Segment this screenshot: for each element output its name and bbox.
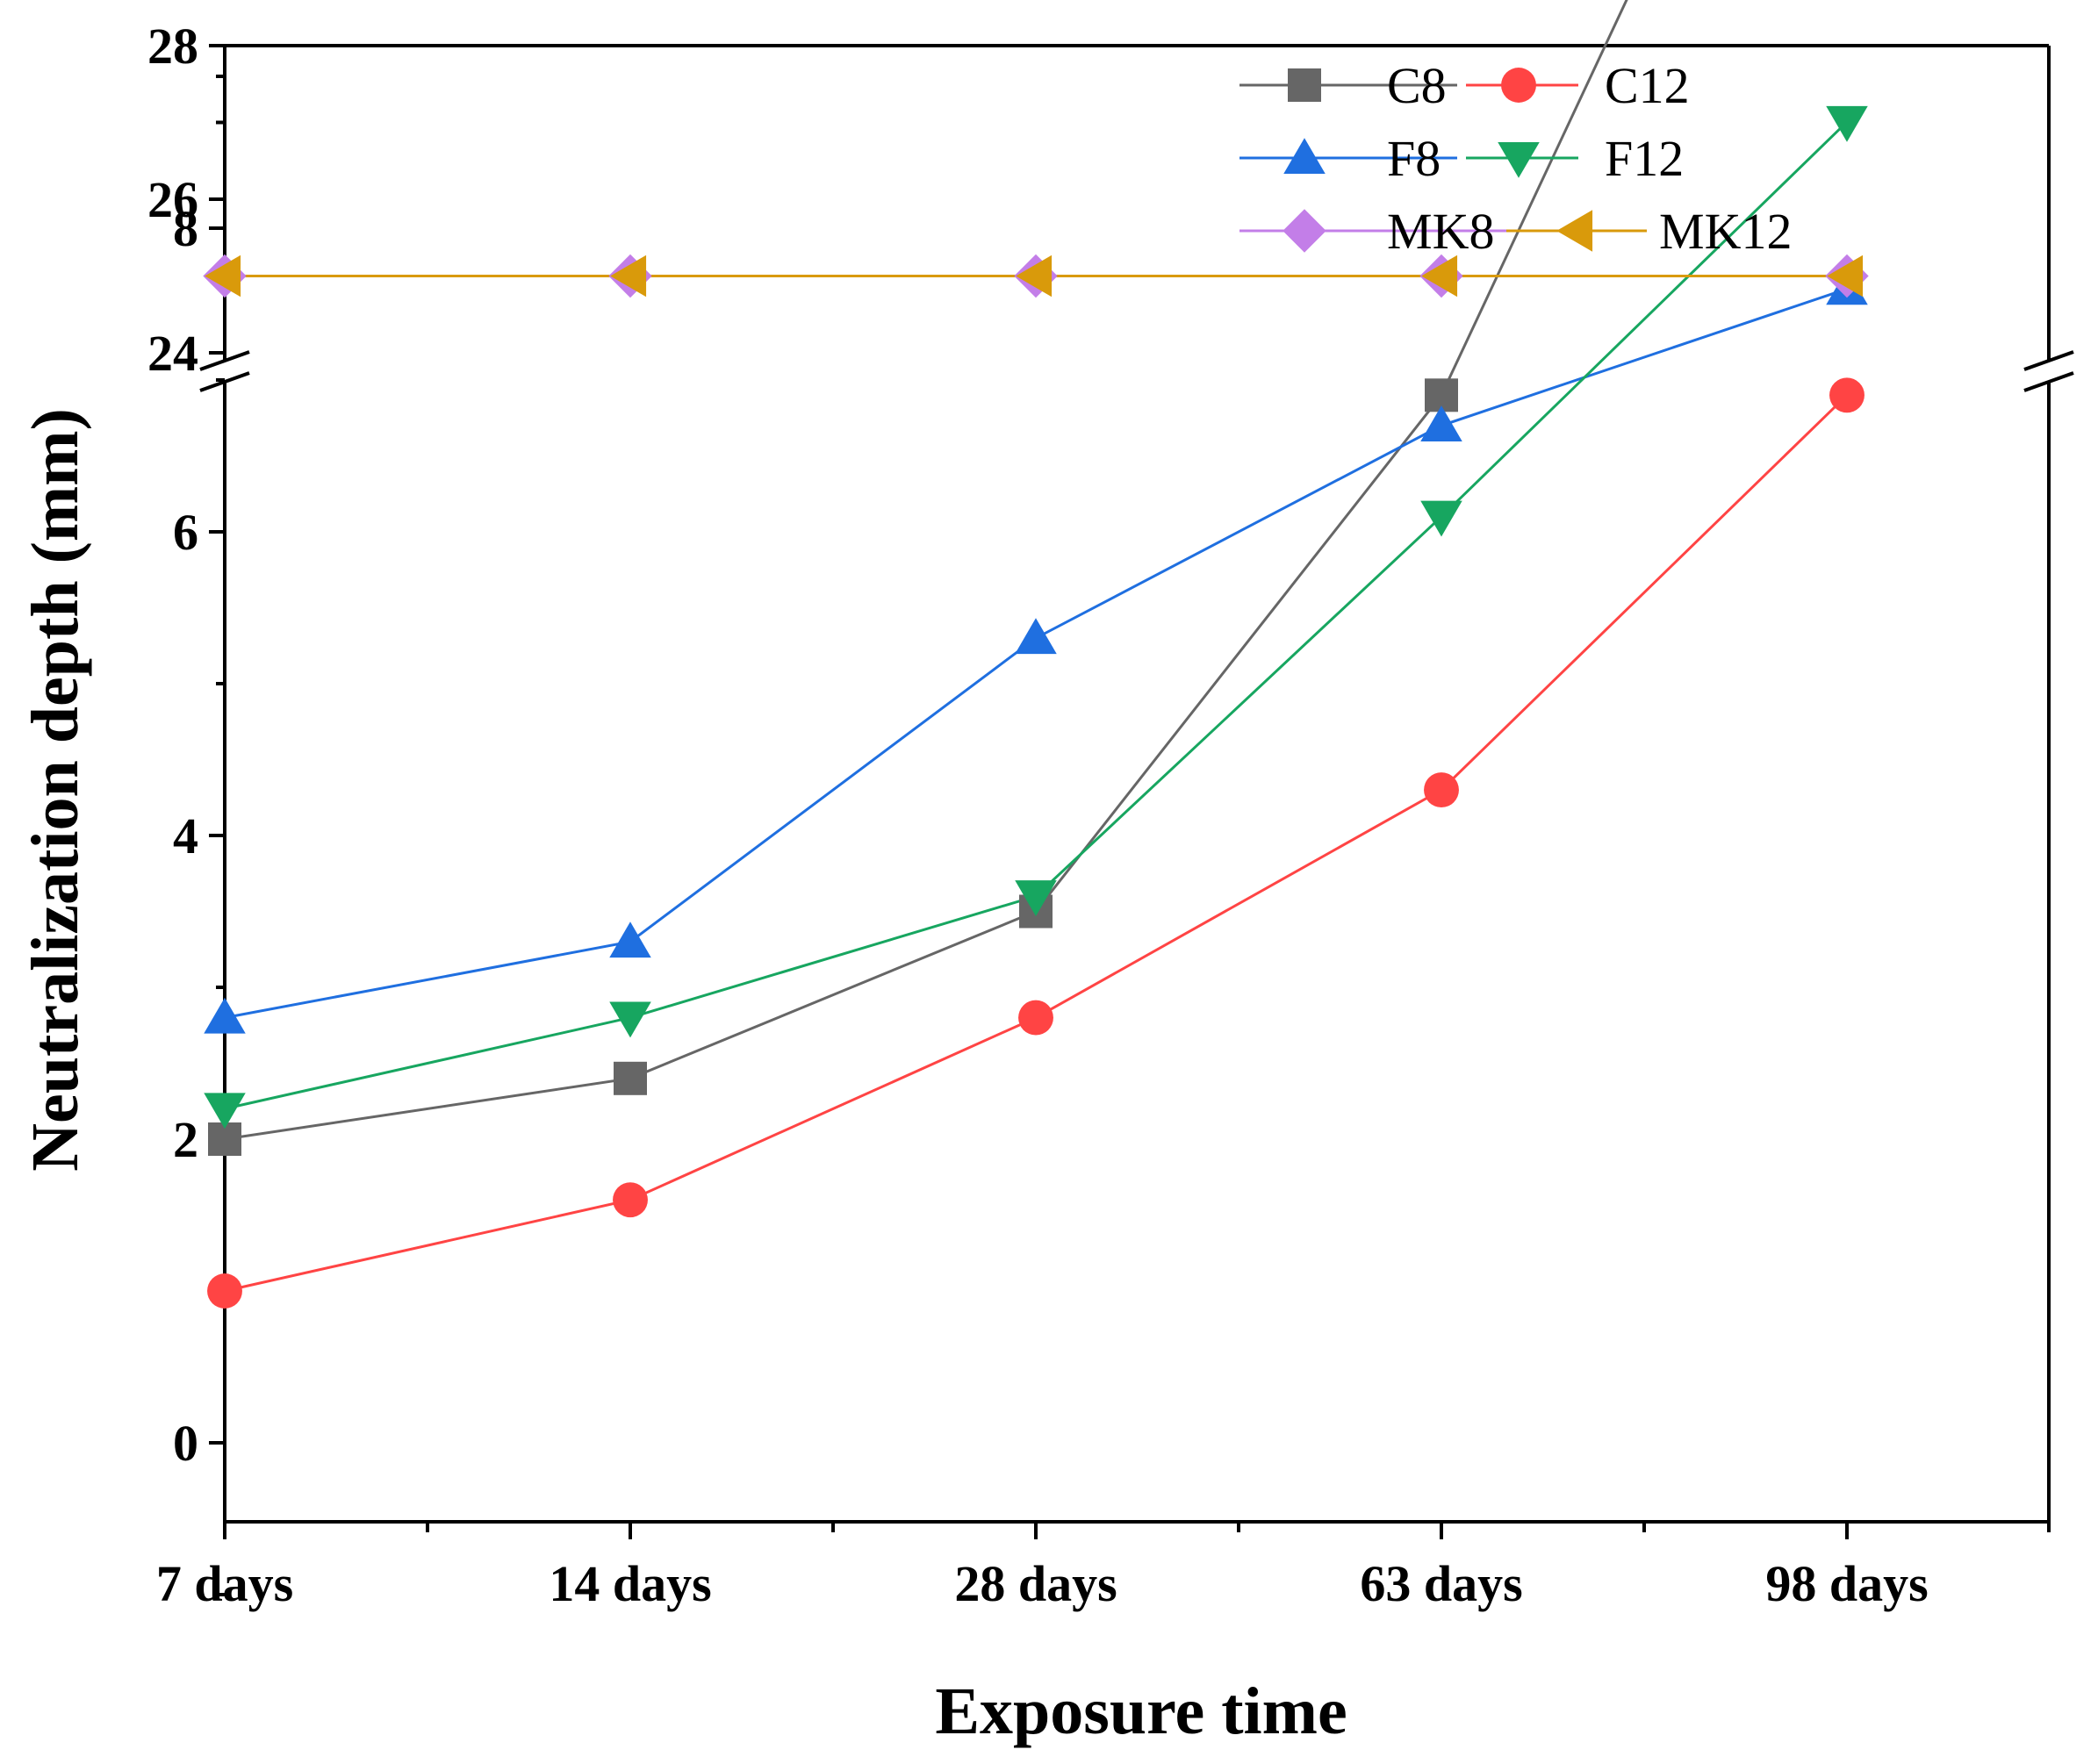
data-point-f8-2	[1015, 618, 1057, 655]
data-point-mk12-3	[1421, 255, 1458, 298]
y-tick-label-0: 0	[173, 1415, 198, 1472]
legend-marker-c12	[1501, 68, 1536, 103]
data-point-c12-1	[613, 1182, 648, 1218]
right-break-mark-1	[2023, 371, 2074, 392]
data-point-f8-1	[609, 921, 651, 958]
x-tick-label-0: 7 days	[156, 1555, 293, 1612]
data-point-c12-0	[207, 1273, 242, 1309]
legend-marker-f8	[1283, 138, 1326, 175]
data-point-mk12-0	[205, 255, 241, 298]
x-tick-label-1: 14 days	[549, 1555, 711, 1612]
series-line-c12	[224, 394, 1849, 1293]
data-point-c8-1	[614, 1061, 647, 1095]
legend-marker-c8	[1288, 68, 1321, 102]
y-tick-label-26: 26	[147, 171, 198, 228]
legend-marker-f12	[1498, 141, 1540, 178]
series-markers	[203, 105, 1869, 1309]
data-point-c12-3	[1424, 772, 1459, 808]
legend-marker-mk12	[1556, 210, 1593, 252]
data-point-f8-0	[204, 997, 246, 1034]
legend-label-f8: F8	[1387, 130, 1441, 187]
legend-label-f12: F12	[1605, 130, 1684, 187]
left-break-mark-0	[199, 350, 250, 371]
legend-label-c12: C12	[1605, 57, 1690, 114]
data-point-f8-3	[1420, 405, 1462, 441]
legend-label-mk8: MK8	[1387, 203, 1494, 260]
y-tick-label-8: 8	[173, 200, 198, 257]
legend-label-c8: C8	[1387, 57, 1447, 114]
x-tick-label-2: 28 days	[954, 1555, 1117, 1612]
y-tick-label-24: 24	[147, 325, 198, 382]
y-tick-label-6: 6	[173, 504, 198, 561]
x-tick-label-4: 98 days	[1765, 1555, 1928, 1612]
y-axis-title: Neutralization depth (mm)	[18, 408, 92, 1172]
legend-label-mk12: MK12	[1659, 203, 1792, 260]
data-point-f12-1	[609, 1001, 651, 1038]
y-tick-label-2: 2	[173, 1111, 198, 1168]
data-point-mk12-4	[1827, 255, 1864, 298]
data-point-c12-2	[1018, 1000, 1053, 1036]
x-tick-label-3: 63 days	[1360, 1555, 1522, 1612]
data-point-c12-4	[1829, 377, 1864, 413]
data-point-f12-3	[1420, 500, 1462, 537]
data-point-f12-0	[204, 1093, 246, 1129]
y-tick-label-4: 4	[173, 807, 198, 864]
data-point-f12-2	[1015, 880, 1057, 916]
legend: C8 C12 F8 F12 MK8 MK12	[1239, 57, 1792, 260]
data-point-mk12-2	[1016, 255, 1053, 298]
x-axis-title: Exposure time	[935, 1674, 1347, 1748]
data-point-mk12-1	[610, 255, 647, 298]
data-point-f12-4	[1826, 105, 1868, 142]
right-break-mark-0	[2023, 350, 2074, 371]
y-tick-label-28: 28	[147, 18, 198, 75]
series-line-c8	[224, 0, 1628, 1141]
legend-marker-mk8	[1283, 209, 1326, 253]
